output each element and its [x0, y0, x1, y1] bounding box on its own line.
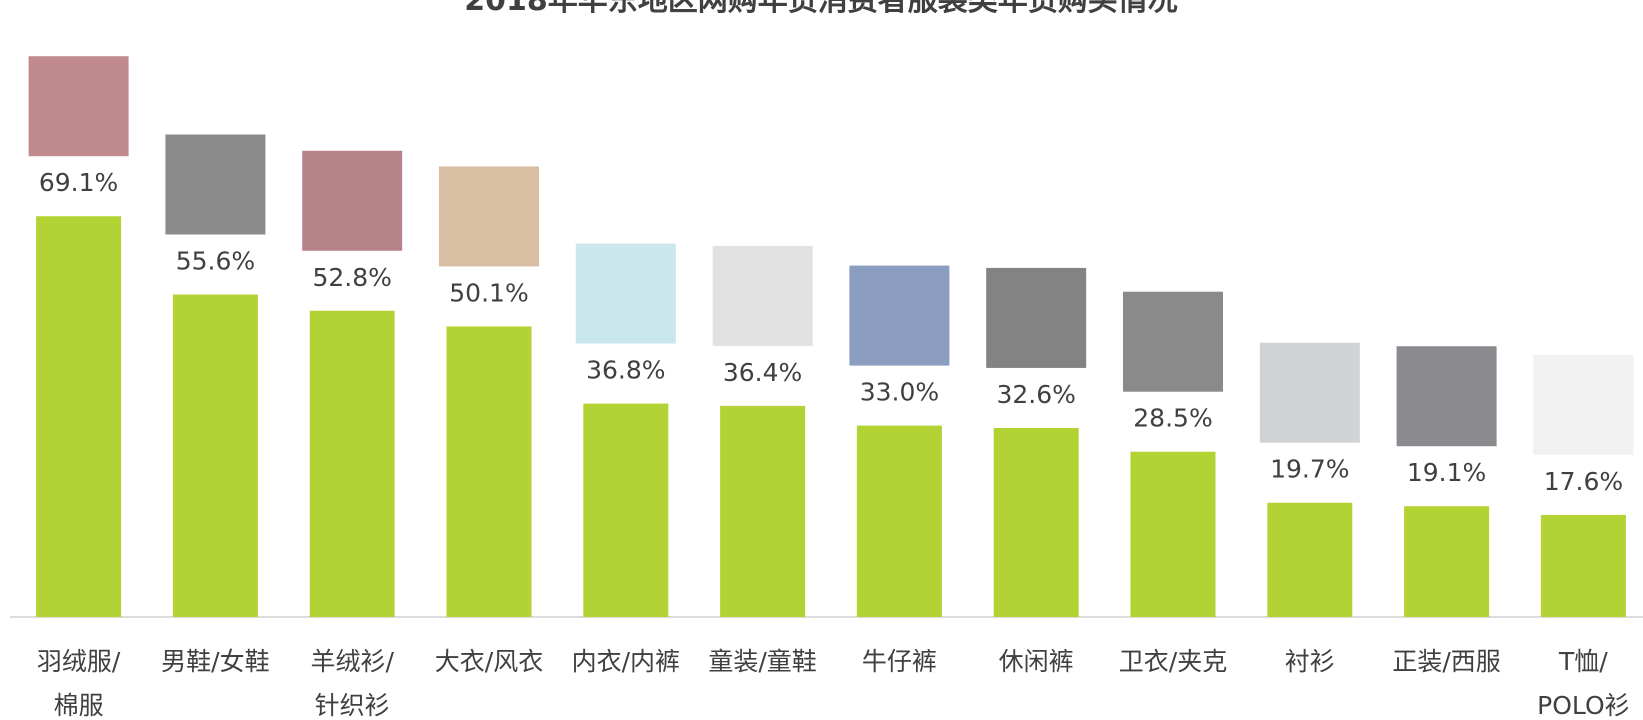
x-tick-label: T恤/ POLO衫	[1537, 647, 1630, 720]
product-photo	[165, 134, 266, 235]
product-photo	[302, 150, 403, 251]
x-tick-label: 内衣/内裤	[571, 647, 681, 676]
value-label: 36.4%	[723, 358, 802, 387]
product-photo	[1396, 346, 1497, 447]
product-photo	[1533, 354, 1634, 455]
x-tick-label: 衬衫	[1284, 647, 1335, 676]
value-label: 28.5%	[1133, 404, 1212, 433]
bar	[856, 425, 942, 617]
bar	[36, 216, 122, 617]
x-tick-label: 牛仔裤	[861, 647, 937, 676]
value-label: 36.8%	[586, 356, 665, 385]
x-tick-label: 休闲裤	[998, 647, 1074, 676]
x-tick-label: 大衣/风衣	[434, 647, 544, 676]
bar	[1267, 502, 1353, 617]
x-tick-label: 卫衣/夹克	[1118, 647, 1228, 676]
bar	[309, 310, 395, 617]
value-label: 17.6%	[1544, 467, 1623, 496]
bar	[446, 326, 532, 617]
bar	[172, 294, 258, 617]
bar	[720, 405, 806, 617]
product-photo	[1123, 291, 1223, 392]
bar	[1130, 451, 1216, 617]
chart-title: 2018年华东地区网购年货消费者服装类年货购买情况	[464, 0, 1178, 18]
product-photo	[439, 166, 539, 267]
product-photo	[1259, 342, 1360, 443]
x-tick-label: 男鞋/女鞋	[161, 647, 270, 676]
x-tick-label: 羊绒衫/ 针织衫	[310, 647, 394, 720]
value-label: 52.8%	[312, 263, 391, 292]
bar	[583, 403, 669, 617]
value-label: 19.1%	[1407, 458, 1486, 487]
product-photo	[986, 267, 1087, 368]
value-label: 19.7%	[1270, 455, 1349, 484]
value-label: 33.0%	[860, 378, 939, 407]
value-label: 69.1%	[39, 168, 118, 197]
value-label: 32.6%	[996, 380, 1075, 409]
product-photo	[849, 265, 950, 366]
x-tick-label: 童装/童鞋	[708, 647, 817, 676]
bar	[1404, 506, 1490, 617]
product-photo	[28, 56, 129, 157]
value-label: 55.6%	[176, 247, 255, 276]
bar	[1540, 514, 1626, 617]
product-photo	[575, 243, 676, 344]
bar	[993, 427, 1079, 617]
x-tick-label: 羽绒服/ 棉服	[36, 647, 121, 720]
product-photo	[712, 245, 813, 346]
x-tick-label: 正装/西服	[1392, 647, 1501, 676]
value-label: 50.1%	[449, 278, 528, 307]
